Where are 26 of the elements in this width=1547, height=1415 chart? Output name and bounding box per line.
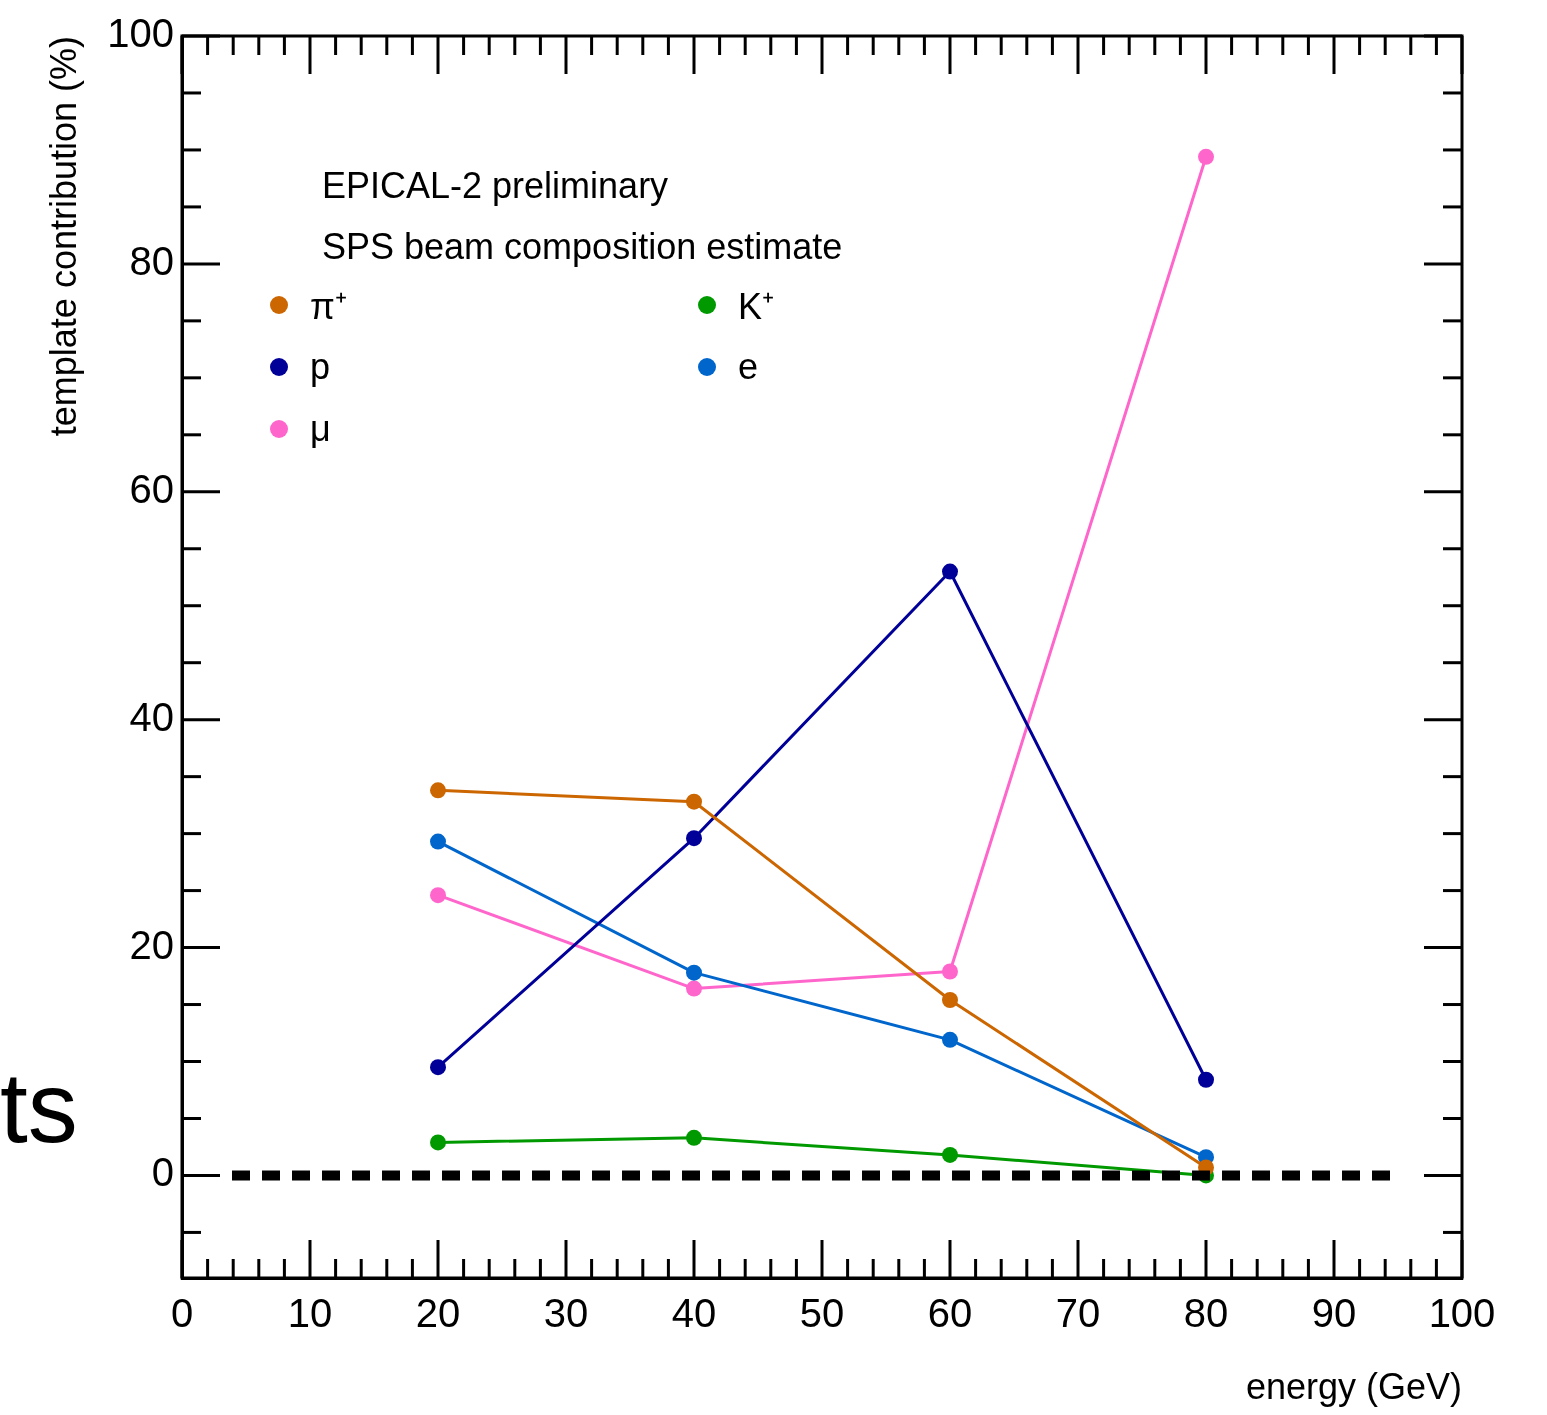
x-tick-label: 10 [287, 1291, 333, 1336]
y-axis-title: template contribution (%) [42, 36, 84, 437]
x-tick-label: 90 [1311, 1291, 1357, 1336]
x-tick-label: 50 [799, 1291, 845, 1336]
legend-label: K⁺ [738, 284, 775, 329]
legend-label: p [310, 346, 331, 388]
x-axis-title: energy (GeV) [1245, 1366, 1462, 1408]
y-tick-label: 60 [129, 466, 174, 511]
x-tick-label: 100 [1428, 1291, 1496, 1336]
x-tick-label: 70 [1055, 1291, 1101, 1336]
y-tick-label: 0 [151, 1150, 174, 1195]
x-tick-label: 20 [415, 1291, 461, 1336]
annotation: SPS beam composition estimate [322, 226, 843, 268]
annotation: EPICAL-2 preliminary [322, 165, 669, 207]
legend-label: e [738, 346, 759, 388]
x-tick-label: 60 [927, 1291, 973, 1336]
x-tick-label: 80 [1183, 1291, 1229, 1336]
text: ts [0, 1050, 78, 1165]
legend-label: π⁺ [310, 284, 347, 329]
y-tick-label: 80 [129, 238, 174, 283]
x-tick-label: 40 [671, 1291, 717, 1336]
y-tick-label: 20 [129, 922, 174, 967]
y-tick-label: 40 [129, 694, 174, 739]
y-tick-label: 100 [107, 11, 174, 56]
legend-label: μ [310, 408, 331, 450]
x-tick-label: 30 [543, 1291, 589, 1336]
